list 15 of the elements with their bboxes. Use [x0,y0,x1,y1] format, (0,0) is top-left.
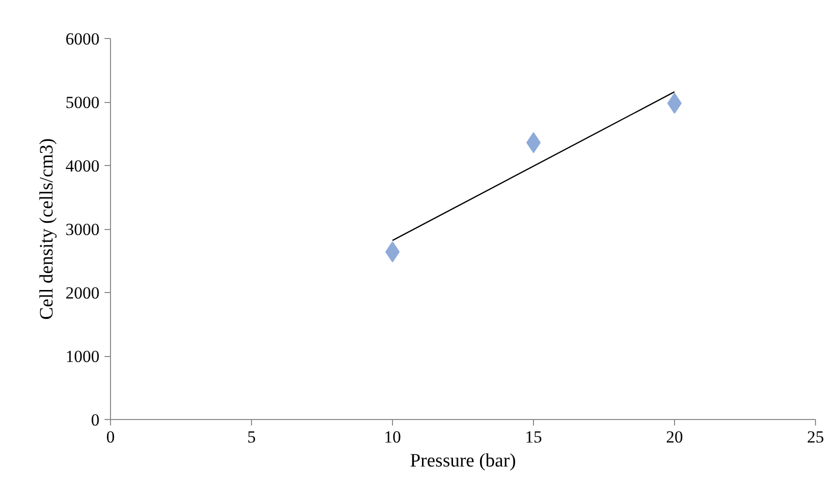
x-tick-label: 15 [525,428,542,446]
y-axis-title: Cell density (cells/cm3) [36,138,58,320]
y-tick-label: 1000 [66,347,100,366]
x-axis-title: Pressure (bar) [410,450,516,472]
y-tick-label: 4000 [66,156,100,176]
x-tick-label: 10 [384,428,401,446]
y-tick-label: 2000 [66,284,100,302]
y-tick-label: 6000 [66,30,100,48]
x-tick-label: 5 [247,428,256,446]
y-tick-label: 3000 [66,220,100,239]
y-tick-label: 5000 [66,93,100,112]
x-tick-label: 0 [106,428,115,446]
x-tick-label: 20 [666,428,683,446]
y-tick-label: 0 [91,410,100,430]
x-tick-label: 25 [807,428,824,446]
